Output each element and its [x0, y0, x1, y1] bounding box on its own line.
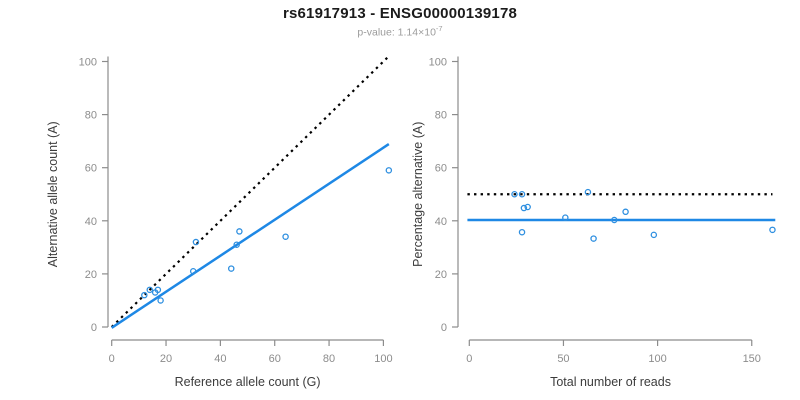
figure-subtitle: p-value: 1.14×10-7 — [0, 24, 800, 39]
data-point — [282, 233, 289, 240]
pvalue-text: p-value: 1.14×10 — [357, 26, 436, 39]
data-point — [511, 190, 518, 198]
y-tick-label: 0 — [91, 322, 97, 334]
identity-line — [110, 56, 389, 328]
data-point — [189, 267, 197, 275]
fit-line — [111, 143, 390, 329]
data-point — [518, 190, 526, 198]
data-point — [590, 235, 597, 242]
x-axis-title: Total number of reads — [550, 375, 671, 389]
data-point — [227, 265, 235, 272]
plot-allele-counts: 0 20 40 60 80 100 0 20 40 60 80 100 Reference allele… — [46, 56, 393, 389]
x-tick-label: 0 — [466, 353, 472, 365]
data-point — [769, 226, 776, 234]
y-axis-title: Alternative allele count (A) — [46, 121, 60, 267]
data-point — [146, 286, 153, 294]
y-tick-label: 80 — [85, 110, 97, 122]
x-axis-title: Reference allele count (G) — [175, 375, 321, 389]
data-point — [650, 231, 658, 239]
data-point — [520, 204, 528, 212]
data-point — [518, 228, 526, 236]
data-point — [141, 291, 148, 299]
x-tick-label: 100 — [374, 353, 392, 365]
y-tick-label: 40 — [85, 216, 97, 228]
data-point — [385, 167, 393, 174]
x-tick-label: 0 — [109, 353, 115, 365]
y-tick-label: 80 — [435, 110, 447, 122]
data-point — [157, 297, 164, 304]
y-tick-label: 100 — [429, 57, 447, 69]
y-tick-label: 100 — [79, 57, 97, 69]
plot-percentage-vs-reads: 0 20 40 60 80 100 0 50 100 150 Total number of rea… — [411, 56, 776, 389]
data-point — [233, 241, 240, 248]
y-tick-label: 60 — [85, 163, 97, 175]
pvalue-exponent: -7 — [435, 24, 443, 33]
data-point — [192, 238, 200, 246]
y-tick-label: 40 — [435, 216, 447, 228]
data-point — [584, 188, 592, 196]
x-tick-label: 80 — [323, 353, 335, 365]
x-tick-label: 60 — [269, 353, 281, 365]
y-tick-label: 20 — [85, 269, 97, 281]
x-tick-label: 40 — [214, 353, 226, 365]
x-tick-label: 100 — [648, 353, 666, 365]
data-point — [622, 208, 629, 216]
y-tick-label: 60 — [435, 163, 447, 175]
y-tick-label: 20 — [435, 269, 447, 281]
data-point — [562, 214, 569, 221]
x-tick-label: 150 — [743, 353, 761, 365]
y-axis-title: Percentage alternative (A) — [411, 122, 425, 267]
y-tick-label: 0 — [441, 322, 447, 334]
data-point — [611, 216, 618, 224]
x-tick-label: 20 — [160, 353, 172, 365]
data-point — [524, 203, 531, 211]
data-point — [154, 286, 162, 294]
x-tick-label: 50 — [557, 353, 569, 365]
data-point — [236, 228, 243, 235]
figure-title: rs61917913 - ENSG00000139178 — [282, 5, 518, 22]
